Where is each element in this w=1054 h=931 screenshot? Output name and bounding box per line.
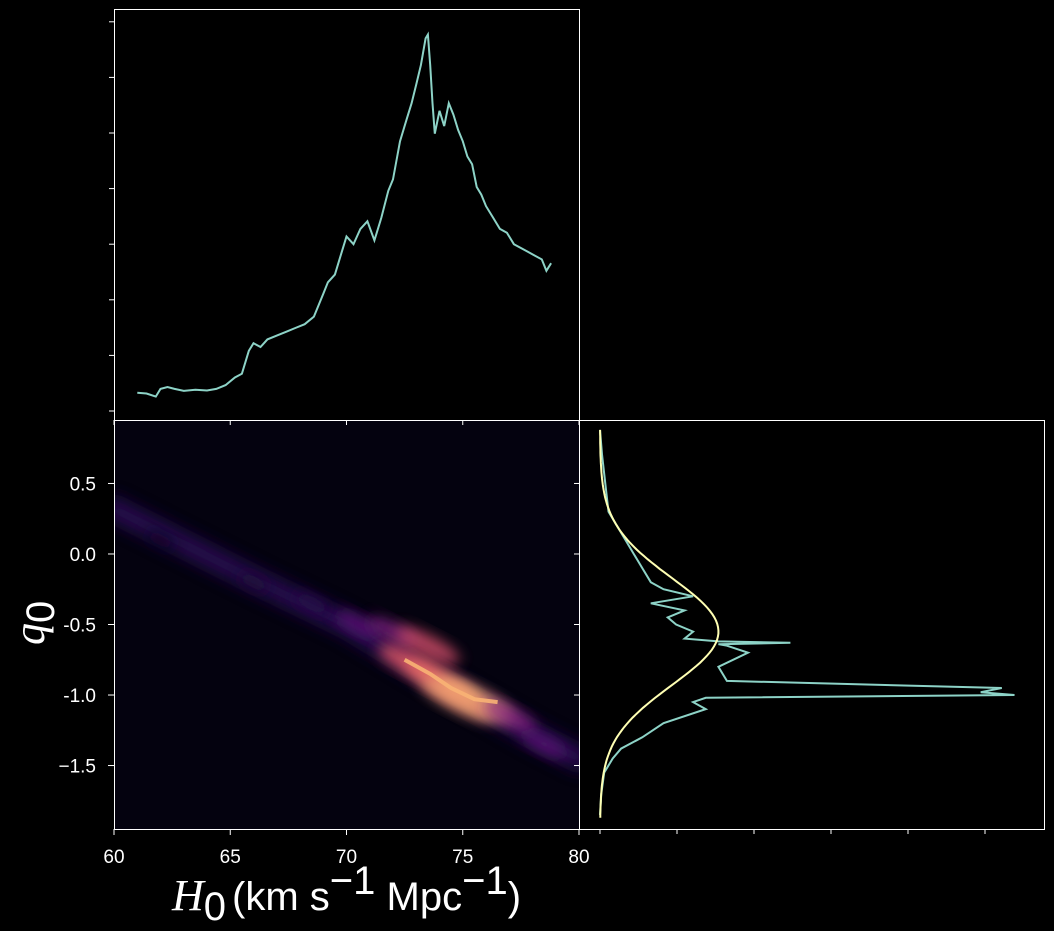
joint-density-layer — [114, 493, 579, 774]
right-marginal-frame — [579, 420, 1045, 830]
ticks-layer: 60 65 70 75 80 0.5 0.0 -0.5 -1.0 −1.5 — [58, 21, 986, 868]
joint-density-blob — [421, 677, 495, 721]
svg-text:q0: q0 — [5, 601, 63, 645]
y-tick-label: -1.0 — [63, 686, 96, 707]
joint-density-blob — [146, 530, 175, 549]
x-axis-units-2: Mpc — [375, 875, 462, 919]
x-axis-exponent-2: −1 — [462, 859, 508, 903]
x-axis-units: (km s — [232, 875, 330, 919]
x-tick-label: 60 — [103, 847, 124, 868]
joint-density-blob — [238, 572, 269, 592]
x-tick-label: 80 — [568, 847, 589, 868]
right-marginal-layer — [599, 429, 1015, 818]
x-axis-label: H0 (km s−1 Mpc−1) — [171, 859, 521, 929]
h0-posterior-line — [137, 31, 552, 398]
q0-posterior-line — [599, 429, 1015, 815]
joint-density-peak-ridge — [403, 658, 498, 705]
x-axis-exponent-1: −1 — [330, 859, 376, 903]
q0-gaussian-fit-line — [599, 429, 720, 818]
joint-density-blob — [483, 700, 536, 732]
joint-density-blob — [335, 611, 381, 638]
y-tick-label: 0.0 — [70, 545, 96, 566]
x-axis-close-paren: ) — [508, 875, 521, 919]
y-tick-label: −1.5 — [58, 757, 96, 778]
x-tick-label: 70 — [336, 847, 357, 868]
svg-text:H0(km s−1 Mpc−1): H0 (km s−1 Mpc−1) — [171, 859, 521, 929]
y-axis-label: q0 — [5, 601, 63, 645]
x-axis-subscript: 0 — [204, 885, 226, 929]
y-tick-label: -0.5 — [63, 616, 96, 637]
x-tick-label: 65 — [220, 847, 241, 868]
top-marginal-layer — [137, 31, 552, 398]
x-axis-symbol: H — [171, 871, 206, 920]
joint-density-blob — [521, 731, 567, 758]
joint-density-blob — [294, 592, 329, 614]
x-tick-label: 75 — [452, 847, 473, 868]
y-axis-subscript: 0 — [19, 601, 63, 623]
joint-density-blob — [396, 627, 460, 665]
y-axis-symbol: q — [5, 623, 54, 645]
y-tick-label: 0.5 — [70, 474, 96, 495]
